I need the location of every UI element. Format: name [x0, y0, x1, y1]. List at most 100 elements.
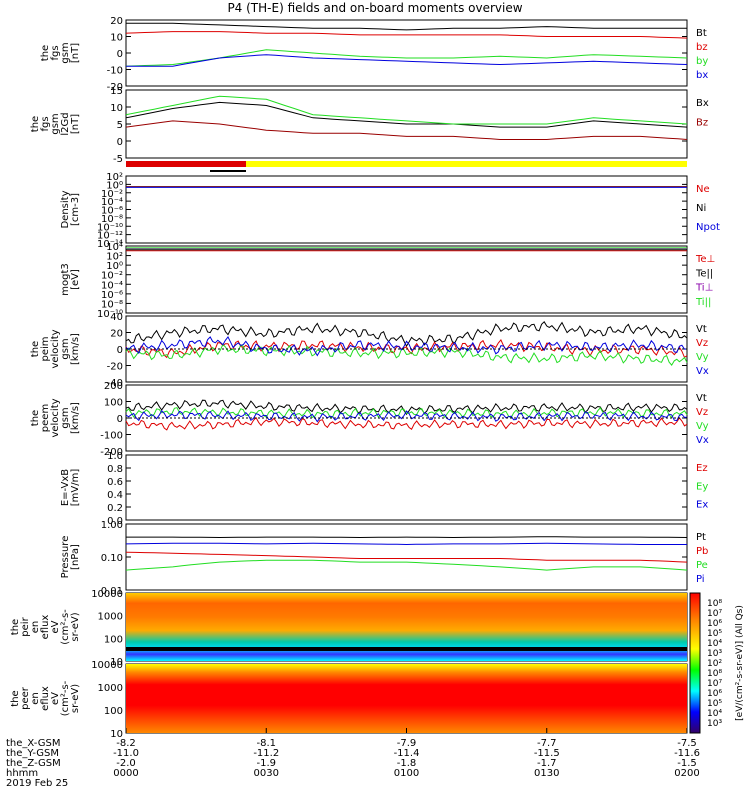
xtick-Y: -11.2: [253, 748, 279, 759]
ylabel-line: Pressure: [60, 536, 71, 579]
ylabel-line: [nT]: [70, 43, 81, 63]
legend-pressure-Pi: Pi: [696, 574, 705, 585]
series-pressure-Pt: [126, 536, 688, 539]
xtick-hhmm: 0130: [534, 768, 559, 779]
legend-peim_vel-Vz: Vz: [696, 338, 708, 349]
colorbar-tick: 10⁴: [707, 709, 722, 719]
xtick-X: -7.7: [537, 738, 557, 749]
series-peem_vel-Vt: [125, 399, 688, 416]
legend-density-Ne: Ne: [696, 184, 710, 195]
mode-bar-yellow: [246, 161, 687, 167]
legend-temps-Te⊥: Te⊥: [695, 254, 715, 265]
ytick-label-temps: 10²: [106, 252, 123, 263]
ytick-label-temps: 10⁰: [106, 261, 123, 272]
ylabel-line: gsm: [50, 113, 61, 134]
ytick-label-density: 10²: [106, 172, 123, 183]
legend-pressure-Pt: Pt: [696, 532, 706, 543]
ylabel-efield: E=-VxB [mV/m]: [60, 469, 81, 507]
ytick-label-fgs_gsm_l2: -5: [113, 154, 123, 165]
panel-frame-density: [125, 175, 688, 244]
series-peim_vel-Vt: [125, 321, 688, 348]
ylabel-line: eV: [50, 692, 61, 705]
ytick-label-efield: 0.0: [107, 516, 123, 527]
ylabel-line: the: [10, 690, 21, 706]
legend-fgs-by: by: [696, 56, 708, 67]
legend-peem_vel-Vy: Vy: [696, 421, 709, 432]
ylabel-pressure: Pressure [nPa]: [60, 536, 81, 579]
ytick-label-fgs: -10: [107, 66, 123, 77]
series-pressure-Pe: [125, 559, 688, 571]
ytick-label-density: 10⁻²: [101, 189, 123, 200]
legend-efield-Ez: Ez: [696, 463, 708, 474]
panel-frame-efield: [125, 454, 688, 521]
ytick-label-efield: 0.6: [107, 477, 123, 488]
legend-pressure-Pe: Pe: [696, 560, 708, 571]
figure-title: P4 (TH-E) fields and on-board moments ov…: [227, 1, 523, 15]
xtick-hhmm: 0000: [113, 768, 138, 779]
ylabel-line: the: [40, 45, 51, 61]
ytick-label-pressure: 0.10: [101, 553, 123, 564]
ytick-label-temps: 10⁻⁶: [101, 290, 123, 301]
ylabel-line: E=-VxB: [60, 469, 71, 506]
xtick-Z: -1.9: [256, 758, 276, 769]
xtick-Z: -1.7: [537, 758, 557, 769]
legend-peem_vel-Vt: Vt: [696, 393, 707, 404]
ytick-label-peer_en: 10000: [91, 660, 123, 671]
ylabel-line: [km/s]: [70, 402, 81, 434]
ytick-label-peim_vel: 40: [110, 312, 123, 323]
ylabel-line: (cm²-s-: [60, 680, 71, 716]
ylabel-line: [nT]: [70, 114, 81, 134]
ylabel-line: l2Gd: [60, 112, 71, 135]
ylabel-line: eflux: [40, 686, 51, 711]
legend-peim_vel-Vy: Vy: [696, 352, 709, 363]
ytick-label-density: 10⁻⁸: [101, 214, 123, 225]
ylabel-line: peem: [40, 404, 51, 432]
series-pressure-Pb: [125, 551, 688, 563]
ylabel-line: eflux: [40, 615, 51, 640]
ytick-label-peem_vel: 0: [117, 414, 123, 425]
ytick-label-temps: 10⁴: [106, 242, 123, 253]
ytick-label-peir_en: 10: [110, 657, 123, 668]
ytick-label-peir_en: 1000: [98, 612, 123, 623]
ytick-label-peim_vel: 0: [117, 345, 123, 356]
ytick-label-peir_en: 10000: [91, 589, 123, 600]
series-fgs_gsm_l2-Bz: [125, 120, 688, 140]
ylabel-line: the: [30, 341, 41, 357]
ytick-label-peem_vel: 100: [104, 398, 123, 409]
xaxis-row-label: the_X-GSM: [6, 738, 60, 749]
ytick-label-peer_en: 100: [104, 706, 123, 717]
ylabel-line: peir: [20, 616, 31, 636]
series-pressure-Pi: [125, 542, 687, 546]
ylabel-line: [nPa]: [70, 544, 81, 570]
series-peem_vel-Vz: [125, 416, 688, 431]
ytick-label-peim_vel: -40: [107, 378, 123, 389]
series-fgs-bz: [125, 31, 688, 39]
ytick-label-fgs_gsm_l2: 10: [110, 103, 123, 114]
ylabel-line: [mV/m]: [70, 469, 81, 507]
colorbar-tick: 10²: [707, 659, 722, 669]
ytick-label-peem_vel: -100: [100, 431, 123, 442]
ylabel-fgs: the fgs gsm [nT]: [40, 42, 81, 63]
ylabel-line: sr-eV): [70, 612, 81, 641]
ytick-label-peem_vel: -200: [100, 447, 123, 458]
spectrogram-peer: [126, 664, 687, 733]
ytick-label-efield: 0.2: [107, 503, 123, 514]
panel-frame-pressure: [125, 523, 688, 591]
ytick-label-pressure: 0.01: [101, 586, 123, 597]
ylabel-fgs_gsm_l2: the fgs gsm l2Gd [nT]: [30, 112, 81, 135]
ytick-label-efield: 0.8: [107, 464, 123, 475]
ytick-label-density: 10⁻¹²: [97, 231, 123, 242]
ylabel-line: the: [30, 116, 41, 132]
ylabel-peem_vel: the peem velocity gsm [km/s]: [30, 398, 81, 437]
ylabel-line: the: [30, 410, 41, 426]
ylabel-line: en: [30, 692, 41, 705]
ytick-label-fgs: 20: [110, 16, 123, 27]
xtick-X: -7.5: [677, 738, 697, 749]
series-fgs_gsm_l2-Bx: [125, 101, 688, 128]
legend-efield-Ey: Ey: [696, 481, 708, 492]
ylabel-line: [eV]: [70, 269, 81, 290]
ylabel-line: eV: [50, 620, 61, 633]
xtick-hhmm: 0030: [254, 768, 279, 779]
legend-fgs-bz: bz: [696, 42, 708, 53]
series-peem_vel-Vx: [125, 409, 688, 423]
